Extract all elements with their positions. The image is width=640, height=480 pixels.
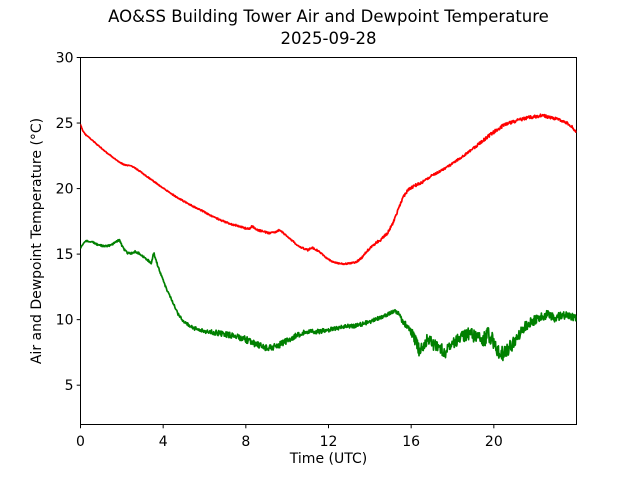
x-tick-label: 0: [76, 434, 85, 450]
x-tick-label: 4: [159, 434, 168, 450]
x-axis-label: Time (UTC): [289, 451, 368, 467]
air-temperature-line: [80, 113, 577, 266]
chart-subtitle: 2025-09-28: [280, 28, 377, 48]
y-tick-label: 5: [65, 378, 74, 394]
chart-title-block: AO&SS Building Tower Air and Dewpoint Te…: [80, 6, 577, 49]
y-tick-label: 30: [56, 50, 74, 66]
axes-frame: [80, 57, 577, 425]
y-axis-label: Air and Dewpoint Temperature (°C): [29, 117, 45, 365]
x-tick-label: 8: [241, 434, 250, 450]
y-tick-label: 15: [56, 247, 74, 263]
x-tick-label: 20: [485, 434, 503, 450]
x-tick-label: 16: [402, 434, 420, 450]
x-tick-label: 12: [320, 434, 338, 450]
y-tick-label: 25: [56, 116, 74, 132]
chart-title: AO&SS Building Tower Air and Dewpoint Te…: [108, 7, 549, 26]
y-tick-label: 20: [56, 181, 74, 197]
dewpoint-temperature-line: [80, 238, 577, 362]
y-tick-label: 10: [56, 312, 74, 328]
